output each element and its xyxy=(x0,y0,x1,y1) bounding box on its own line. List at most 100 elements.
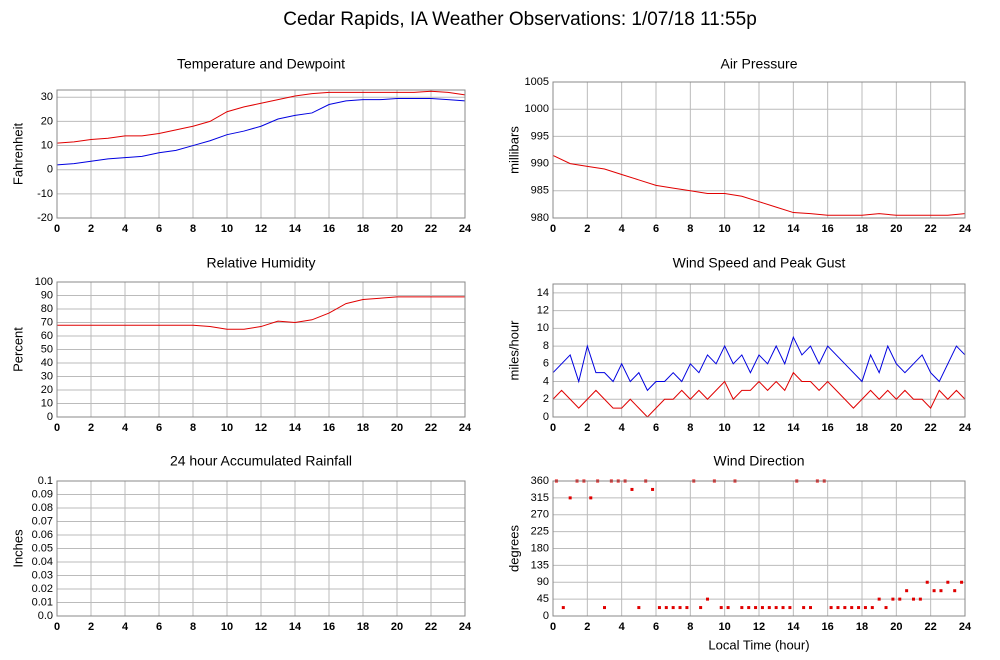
x-tick-label: 2 xyxy=(584,621,590,633)
plot-border xyxy=(552,81,966,219)
x-tick-label: 6 xyxy=(156,422,162,434)
x-tick-label: 12 xyxy=(753,223,765,235)
y-tick-label: -20 xyxy=(37,212,53,224)
y-tick-label: 10 xyxy=(537,322,549,334)
y-tick-label: -10 xyxy=(37,188,53,200)
y-tick-label: 0.09 xyxy=(32,488,53,500)
x-tick-label: 20 xyxy=(890,223,902,235)
y-tick-label: 70 xyxy=(41,316,53,328)
chart-title: Wind Direction xyxy=(713,453,804,469)
data-line xyxy=(552,371,966,418)
plot-border xyxy=(56,281,466,418)
x-tick-label: 14 xyxy=(289,422,302,434)
y-tick-label: 4 xyxy=(543,375,549,387)
x-tick-label: 10 xyxy=(719,422,731,434)
x-tick-label: 18 xyxy=(856,422,868,434)
data-point xyxy=(912,597,915,601)
y-tick-label: 225 xyxy=(531,526,549,538)
x-tick-label: 8 xyxy=(190,422,196,434)
x-tick-label: 24 xyxy=(459,621,472,633)
y-tick-label: 990 xyxy=(531,158,549,170)
data-point xyxy=(706,597,709,601)
y-tick-label: 1005 xyxy=(525,76,549,88)
data-point xyxy=(891,597,895,601)
x-tick-label: 22 xyxy=(925,422,937,434)
x-tick-label: 2 xyxy=(584,422,590,434)
x-tick-label: 10 xyxy=(221,223,233,235)
x-tick-label: 8 xyxy=(190,621,196,633)
x-tick-label: 4 xyxy=(619,223,626,235)
data-point xyxy=(850,606,854,610)
y-tick-label: 1000 xyxy=(525,103,549,115)
x-tick-label: 24 xyxy=(959,422,972,434)
data-point xyxy=(946,580,950,584)
data-point xyxy=(767,606,771,610)
y-tick-label: 315 xyxy=(531,492,549,504)
y-tick-label: 0.1 xyxy=(38,475,53,487)
data-point xyxy=(843,606,847,610)
x-tick-label: 24 xyxy=(959,621,972,633)
x-tick-label: 12 xyxy=(255,621,267,633)
data-point xyxy=(760,606,764,610)
x-tick-label: 2 xyxy=(88,621,94,633)
x-tick-label: 12 xyxy=(753,422,765,434)
y-tick-label: 0.01 xyxy=(32,596,53,608)
data-point xyxy=(918,597,922,601)
data-point xyxy=(857,606,861,610)
x-tick-label: 14 xyxy=(787,422,800,434)
x-tick-label: 6 xyxy=(653,621,659,633)
y-tick-label: 80 xyxy=(41,303,53,315)
chart-title: Temperature and Dewpoint xyxy=(177,56,345,72)
data-point xyxy=(630,487,634,491)
data-point xyxy=(905,589,909,593)
x-tick-label: 22 xyxy=(925,223,937,235)
data-point xyxy=(788,606,792,610)
x-tick-label: 10 xyxy=(719,223,731,235)
x-tick-label: 6 xyxy=(156,223,162,235)
y-axis-label: Fahrenheit xyxy=(10,123,25,186)
x-tick-label: 4 xyxy=(122,621,129,633)
x-tick-label: 2 xyxy=(88,223,94,235)
x-tick-label: 4 xyxy=(619,422,626,434)
data-point xyxy=(699,606,703,610)
data-point xyxy=(781,606,785,610)
page-title: Cedar Rapids, IA Weather Observations: 1… xyxy=(283,9,757,30)
x-tick-label: 8 xyxy=(687,621,693,633)
y-tick-label: 60 xyxy=(41,330,53,342)
y-tick-label: 0.02 xyxy=(32,583,53,595)
y-axis-label: Inches xyxy=(10,529,25,568)
x-tick-label: 22 xyxy=(425,422,437,434)
y-tick-label: 0 xyxy=(543,610,549,622)
x-tick-label: 20 xyxy=(890,621,902,633)
data-point xyxy=(740,606,744,610)
y-tick-label: 40 xyxy=(41,357,53,369)
y-tick-label: 0.07 xyxy=(32,515,53,527)
y-tick-label: 180 xyxy=(531,542,549,554)
y-tick-label: 100 xyxy=(35,276,53,288)
y-tick-label: 995 xyxy=(531,130,549,142)
x-tick-label: 2 xyxy=(88,422,94,434)
data-point xyxy=(884,606,888,610)
plot-border xyxy=(552,480,966,617)
y-tick-label: 20 xyxy=(41,384,53,396)
plot-border xyxy=(56,89,466,219)
x-tick-label: 12 xyxy=(753,621,765,633)
x-tick-label: 16 xyxy=(822,621,834,633)
x-tick-label: 22 xyxy=(425,621,437,633)
data-point xyxy=(747,606,751,610)
data-point xyxy=(657,606,661,610)
y-tick-label: 20 xyxy=(41,115,53,127)
x-tick-label: 20 xyxy=(391,422,403,434)
y-tick-label: 30 xyxy=(41,91,53,103)
x-tick-label: 18 xyxy=(357,223,369,235)
y-tick-label: 135 xyxy=(531,559,549,571)
plot-border xyxy=(552,283,966,418)
y-tick-label: 10 xyxy=(41,139,53,151)
y-tick-label: 270 xyxy=(531,509,549,521)
data-point xyxy=(960,580,964,584)
y-tick-label: 90 xyxy=(41,289,53,301)
y-tick-label: 6 xyxy=(543,358,549,370)
y-tick-label: 0.0 xyxy=(38,610,53,622)
data-point xyxy=(870,606,874,610)
x-tick-label: 8 xyxy=(687,422,693,434)
